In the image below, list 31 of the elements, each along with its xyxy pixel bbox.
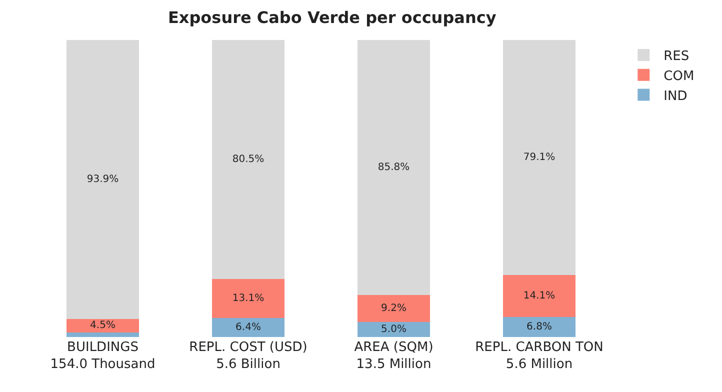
data-label: 79.1% xyxy=(523,152,556,163)
x-tick-label: AREA (SQM) 13.5 Million xyxy=(354,340,434,372)
bar xyxy=(212,279,285,318)
x-tick-label: REPL. CARBON TON 5.6 Million xyxy=(475,340,604,372)
bar xyxy=(212,40,285,280)
data-label: 6.8% xyxy=(526,321,552,332)
bar xyxy=(502,40,576,275)
bar xyxy=(502,274,576,317)
bar xyxy=(66,318,140,332)
legend-label: COM xyxy=(664,68,694,84)
bar xyxy=(66,332,140,337)
bar xyxy=(502,316,576,337)
data-label: 9.2% xyxy=(381,302,406,314)
legend-label: RES xyxy=(664,49,690,64)
data-label: 5.0% xyxy=(381,324,406,336)
data-label: 6.4% xyxy=(236,322,261,333)
bar xyxy=(357,294,430,322)
data-label: 80.5% xyxy=(232,154,264,166)
bar xyxy=(357,322,430,337)
legend-label: IND xyxy=(664,88,688,104)
data-label: 4.5% xyxy=(90,320,116,332)
x-tick-label: REPL. COST (USD) 5.6 Billion xyxy=(189,340,308,372)
data-label: 93.9% xyxy=(86,174,119,185)
chart-title: Exposure Cabo Verde per occupancy xyxy=(168,8,497,27)
data-label: 85.8% xyxy=(378,162,410,173)
bar xyxy=(212,318,285,337)
data-label: 14.1% xyxy=(523,290,556,302)
data-label: 13.1% xyxy=(232,293,264,304)
bar xyxy=(66,40,140,319)
x-tick-label: BUILDINGS 154.0 Thousand xyxy=(50,340,156,372)
bar xyxy=(357,40,430,295)
